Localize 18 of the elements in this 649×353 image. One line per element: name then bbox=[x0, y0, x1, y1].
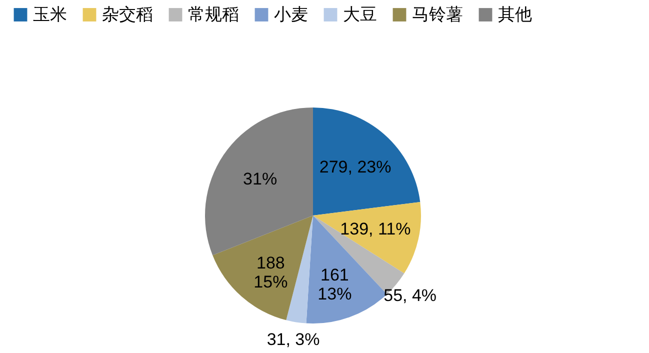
data-label: 31, 3% bbox=[266, 330, 320, 349]
data-label: 188 15% bbox=[254, 254, 288, 292]
legend-label: 马铃薯 bbox=[412, 4, 463, 24]
data-label: 279, 23% bbox=[319, 157, 392, 176]
legend-label: 常规稻 bbox=[188, 4, 239, 24]
legend-label: 杂交稻 bbox=[102, 4, 153, 24]
legend-label: 其他 bbox=[498, 4, 532, 24]
pie-slice bbox=[212, 216, 313, 320]
data-label: 55, 4% bbox=[384, 286, 437, 305]
legend-label: 大豆 bbox=[343, 4, 377, 24]
pie-slice bbox=[205, 108, 313, 256]
data-label: 161 13% bbox=[318, 266, 352, 304]
data-label: 31% bbox=[243, 170, 278, 189]
legend-label: 玉米 bbox=[33, 4, 67, 24]
data-label: 139, 11% bbox=[340, 219, 411, 238]
pie-slice bbox=[313, 108, 420, 216]
pie-slice bbox=[286, 216, 313, 324]
legend-label: 小麦 bbox=[274, 4, 308, 24]
